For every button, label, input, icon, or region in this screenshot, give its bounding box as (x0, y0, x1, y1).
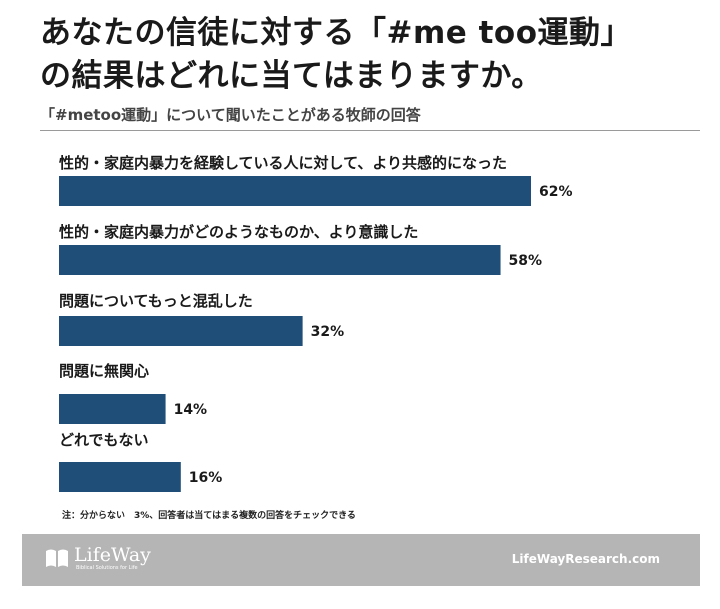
category-label: どれでもない (59, 431, 149, 449)
category-label: 性的・家庭内暴力を経験している人に対して、より共感的になった (59, 154, 507, 172)
footer-band: LifeWay Biblical Solutions for Life Life… (22, 534, 700, 586)
logo-tagline: Biblical Solutions for Life (76, 565, 138, 571)
value-label: 58% (509, 253, 543, 269)
value-label: 14% (174, 402, 208, 418)
title-line-1: あなたの信徒に対する「#me too運動」 (40, 15, 633, 51)
logo-name: LifeWay (74, 544, 151, 566)
category-label: 問題に無関心 (59, 362, 149, 380)
category-label: 性的・家庭内暴力がどのようなものか、より意識した (59, 223, 418, 241)
bar (59, 462, 181, 492)
footnote: 注：分からない 3%、回答者は当てはまる複数の回答をチェックできる (62, 511, 356, 521)
website-link[interactable]: LifeWayResearch.com (511, 552, 660, 566)
value-label: 62% (539, 184, 573, 200)
lifeway-logo[interactable]: LifeWay Biblical Solutions for Life (44, 545, 151, 575)
value-label: 32% (311, 324, 345, 340)
bar (59, 316, 303, 346)
bar (59, 176, 531, 206)
lifeway-logo-icon (46, 549, 68, 567)
value-label: 16% (189, 470, 223, 486)
title-divider (40, 130, 700, 131)
chart-subtitle: 「#metoo運動」について聞いたことがある牧師の回答 (40, 106, 421, 124)
title-line-2: の結果はどれに当てはまりますか。 (40, 58, 543, 94)
bar (59, 394, 166, 424)
chart-title: あなたの信徒に対する「#me too運動」 の結果はどれに当てはまりますか。 (40, 12, 700, 98)
bar (59, 245, 501, 275)
category-label: 問題についてもっと混乱した (59, 292, 253, 310)
